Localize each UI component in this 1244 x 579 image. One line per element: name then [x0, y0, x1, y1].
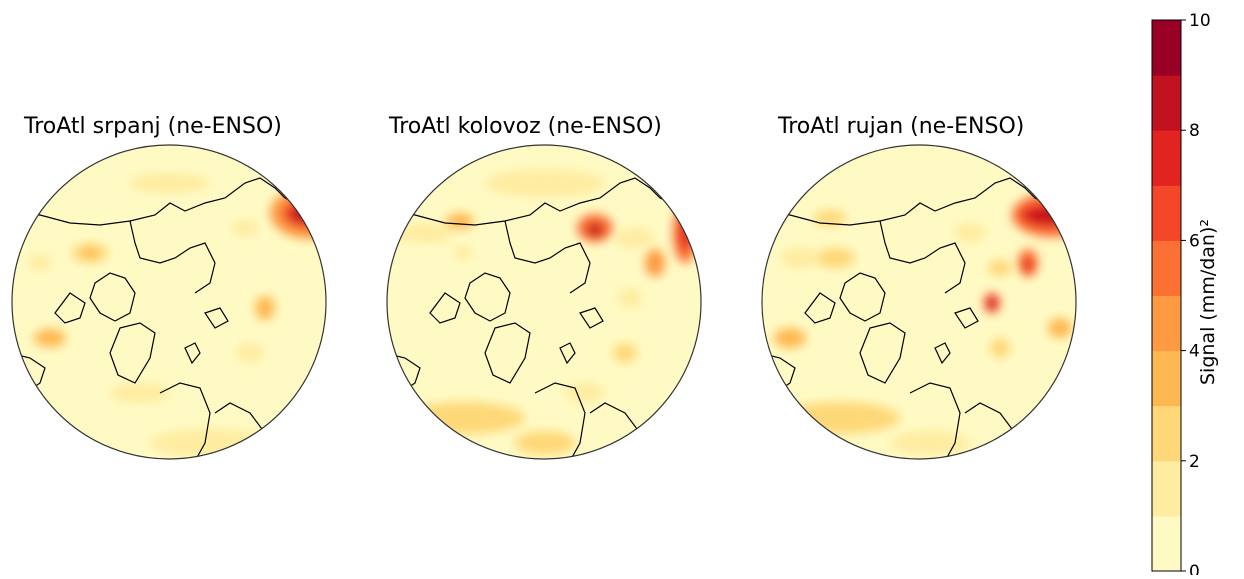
colorbar-tick-label: 0: [1189, 562, 1200, 575]
colorbar-band: [1152, 460, 1181, 517]
colorbar-tick-label: 6: [1189, 231, 1200, 251]
colorbar-band: [1152, 240, 1181, 296]
colorbar-band: [1152, 350, 1181, 407]
colorbar-tick-label: 10: [1189, 11, 1211, 31]
colorbar-frame: [1151, 19, 1182, 572]
colorbar-band: [1152, 75, 1181, 131]
panel-title-august: TroAtl kolovoz (ne-ENSO): [389, 114, 662, 139]
colorbar-bands: [1152, 20, 1181, 572]
panel-title-july: TroAtl srpanj (ne-ENSO): [24, 114, 282, 139]
map-boundary: [761, 144, 1077, 460]
map-background: [12, 145, 326, 459]
colorbar-tick-label: 4: [1189, 342, 1200, 362]
map-boundary: [386, 144, 702, 460]
colorbar-label: Signal (mm/dan)²: [1197, 218, 1219, 386]
map-august: [386, 144, 702, 460]
colorbar-ticks: 0 2 4 6 8 10: [1181, 11, 1211, 575]
colorbar-band: [1152, 515, 1181, 572]
panel-title-september: TroAtl rujan (ne-ENSO): [778, 114, 1025, 139]
coastlines: [12, 177, 326, 459]
colorbar-tick-label: 2: [1189, 452, 1200, 472]
colorbar-band: [1152, 185, 1181, 241]
colorbar: 0 2 4 6 8 10: [1151, 11, 1211, 575]
colorbar-band: [1152, 405, 1181, 462]
map-july: [11, 144, 327, 460]
map-september: [761, 144, 1077, 460]
colorbar-band: [1152, 295, 1181, 352]
colorbar-band: [1152, 130, 1181, 186]
colorbar-tick-label: 8: [1189, 121, 1200, 141]
map-boundary: [11, 144, 327, 460]
colorbar-band: [1152, 20, 1181, 76]
